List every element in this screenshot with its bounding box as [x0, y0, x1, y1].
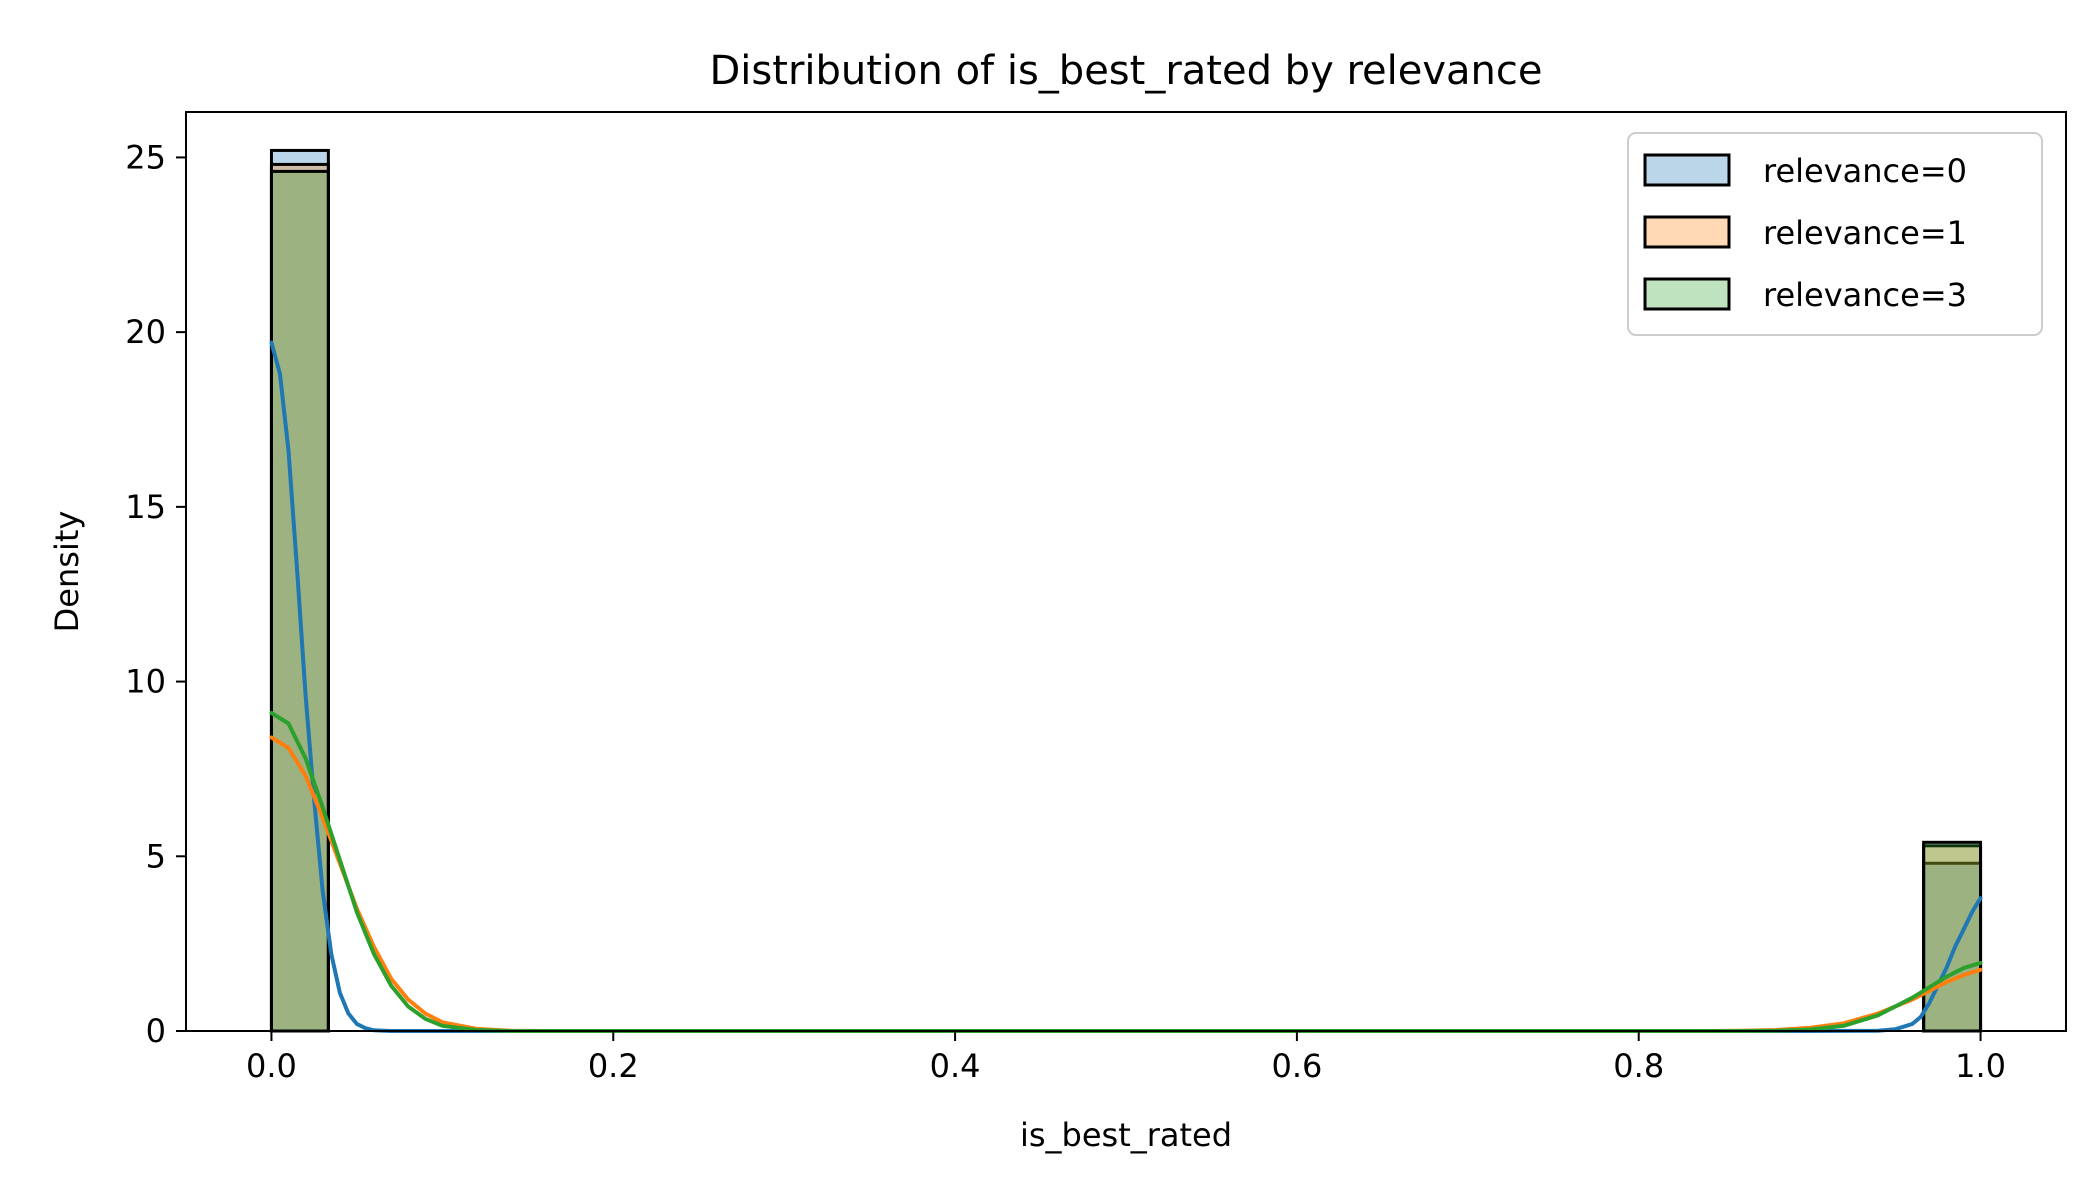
histogram-bars: [269, 148, 1983, 1033]
x-tick-label: 0.2: [588, 1047, 639, 1085]
legend-label-relevance-3: relevance=3: [1763, 276, 1967, 314]
y-tick-label: 25: [125, 138, 166, 176]
y-tick-label: 10: [125, 663, 166, 701]
y-tick-label: 20: [125, 313, 166, 351]
y-axis-label: Density: [48, 511, 86, 633]
y-axis-ticks: 0 5 10 15 20 25: [125, 138, 186, 1050]
x-tick-label: 0.0: [246, 1047, 297, 1085]
legend-box: [1627, 132, 2043, 336]
axes-frame: [185, 111, 2067, 1032]
legend-swatch-relevance-1: [1643, 215, 1731, 249]
legend-label-relevance-0: relevance=0: [1763, 152, 1967, 190]
x-tick-label: 0.4: [930, 1047, 981, 1085]
x-axis-ticks: 0.0 0.2 0.4 0.6 0.8 1.0: [246, 1031, 2006, 1085]
y-tick-label: 5: [146, 837, 166, 875]
legend-swatch-relevance-0: [1643, 153, 1731, 187]
x-tick-label: 1.0: [1955, 1047, 2006, 1085]
y-tick-label: 15: [125, 488, 166, 526]
y-tick-label: 0: [146, 1012, 166, 1050]
x-axis-label: is_best_rated: [1020, 1116, 1232, 1154]
x-tick-label: 0.6: [1271, 1047, 1322, 1085]
chart-title: Distribution of is_best_rated by relevan…: [710, 48, 1543, 94]
legend: relevance=0 relevance=1 relevance=3: [1627, 132, 2043, 336]
bar-relevance-3-1: [1922, 840, 1983, 1033]
legend-swatch-relevance-3: [1643, 277, 1731, 311]
x-tick-label: 0.8: [1613, 1047, 1664, 1085]
legend-label-relevance-1: relevance=1: [1763, 214, 1967, 252]
